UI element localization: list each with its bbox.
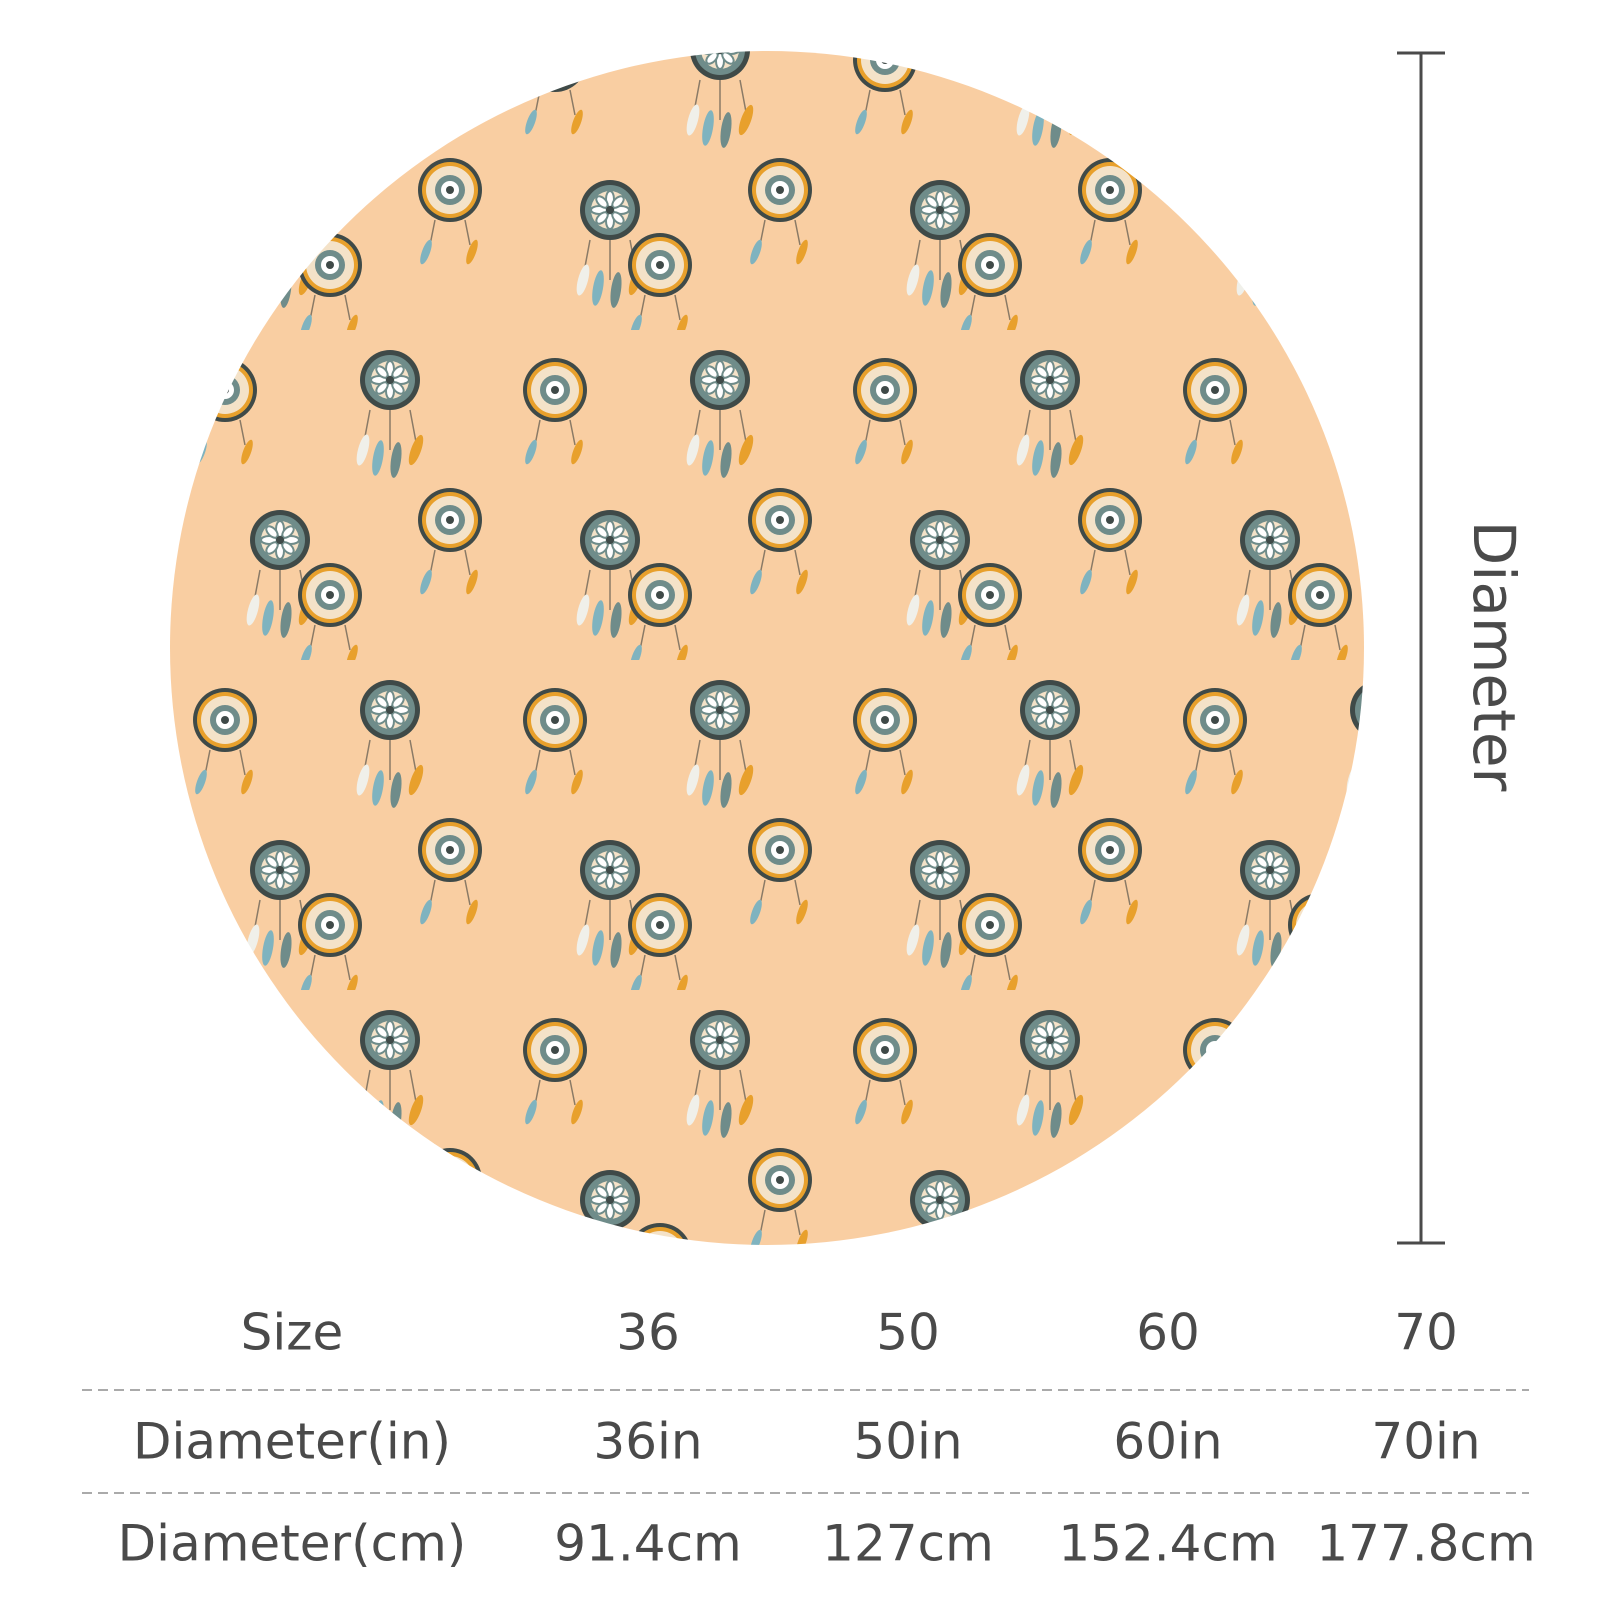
table-cell: 70 xyxy=(1394,1304,1458,1362)
table-cell: 36in xyxy=(593,1413,702,1471)
table-cell: 91.4cm xyxy=(554,1515,742,1573)
row-header: Size xyxy=(241,1304,344,1362)
diameter-indicator xyxy=(1397,51,1445,1245)
size-table: Size 36 50 60 70 Diameter(in) 36in 50in 60in 70in… xyxy=(82,1304,1536,1573)
row-header: Diameter(cm) xyxy=(118,1515,467,1573)
row-header: Diameter(in) xyxy=(133,1413,451,1471)
table-cell: 36 xyxy=(616,1304,680,1362)
table-cell: 60 xyxy=(1136,1304,1200,1362)
diameter-label: Diameter xyxy=(1460,521,1528,792)
table-cell: 127cm xyxy=(822,1515,994,1573)
table-cell: 177.8cm xyxy=(1316,1515,1535,1573)
table-cell: 152.4cm xyxy=(1058,1515,1277,1573)
table-cell: 60in xyxy=(1113,1413,1222,1471)
table-cell: 70in xyxy=(1371,1413,1480,1471)
table-cell: 50in xyxy=(853,1413,962,1471)
round-rug xyxy=(170,51,1364,1245)
table-cell: 50 xyxy=(876,1304,940,1362)
